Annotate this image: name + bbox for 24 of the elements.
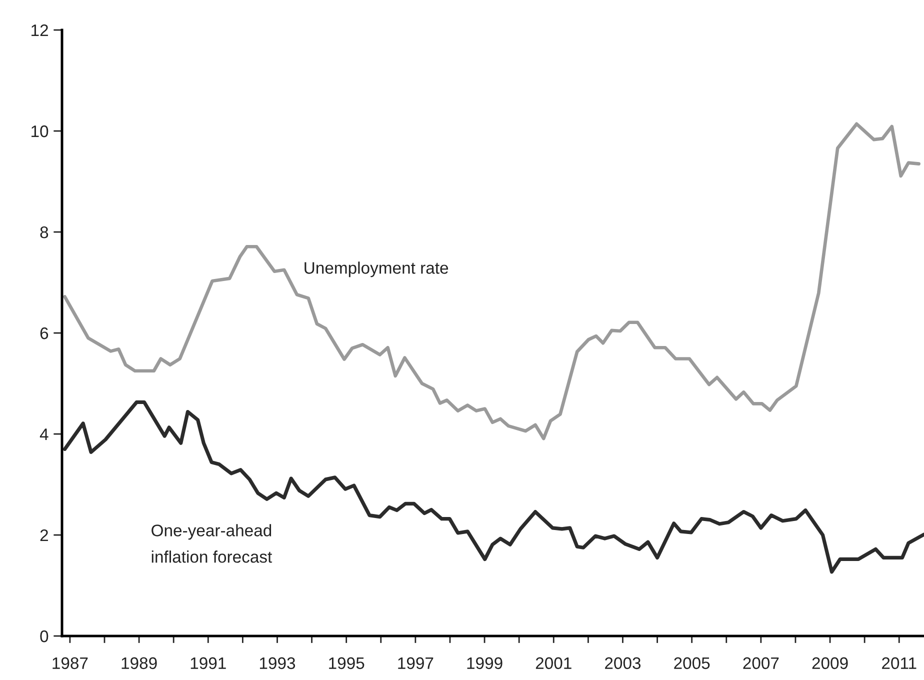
x-tick-label: 1993 bbox=[260, 657, 296, 670]
y-tick-label: 8 bbox=[40, 226, 48, 238]
x-tick-label: 1989 bbox=[122, 657, 157, 670]
line-series bbox=[62, 400, 924, 574]
x-tick-label: 2007 bbox=[743, 657, 779, 670]
x-tick-label: 2011 bbox=[882, 657, 916, 670]
series-label: One-year-ahead inflation forecast bbox=[152, 524, 272, 563]
y-tick-label: 12 bbox=[32, 24, 48, 36]
x-tick-label: 1987 bbox=[52, 657, 88, 670]
y-tick-label: 4 bbox=[40, 428, 48, 440]
y-tick-label: 10 bbox=[32, 125, 48, 138]
line-series bbox=[63, 122, 920, 440]
x-tick-label: 2009 bbox=[812, 657, 848, 670]
x-tick-label: 2003 bbox=[605, 657, 641, 670]
x-tick-label: 1995 bbox=[329, 657, 364, 670]
y-tick-label: 6 bbox=[40, 327, 48, 340]
y-tick-label: 2 bbox=[40, 529, 48, 542]
series-label: Unemployment rate bbox=[304, 262, 448, 278]
x-tick-label: 2001 bbox=[536, 657, 572, 670]
y-tick-label: 0 bbox=[40, 630, 48, 642]
x-tick-label: 1991 bbox=[190, 657, 226, 670]
x-tick-label: 2005 bbox=[674, 657, 710, 670]
x-tick-label: 1997 bbox=[398, 657, 434, 670]
x-tick-label: 1999 bbox=[467, 657, 502, 670]
